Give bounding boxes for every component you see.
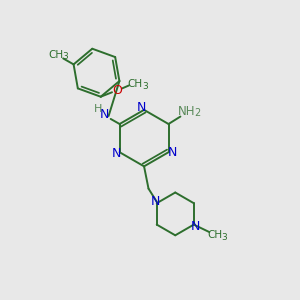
Text: 3: 3 <box>62 52 68 62</box>
Text: CH: CH <box>48 50 63 60</box>
Text: O: O <box>112 84 122 97</box>
Text: H: H <box>94 104 102 114</box>
Text: N: N <box>136 101 146 114</box>
Text: 3: 3 <box>142 82 148 91</box>
Text: 3: 3 <box>221 232 227 242</box>
Text: CH: CH <box>207 230 222 240</box>
Text: N: N <box>111 147 121 160</box>
Text: 2: 2 <box>194 108 200 118</box>
Text: NH: NH <box>178 105 195 118</box>
Text: N: N <box>151 195 160 208</box>
Text: N: N <box>167 146 177 159</box>
Text: CH: CH <box>128 79 142 89</box>
Text: N: N <box>190 220 200 233</box>
Text: N: N <box>100 108 109 121</box>
